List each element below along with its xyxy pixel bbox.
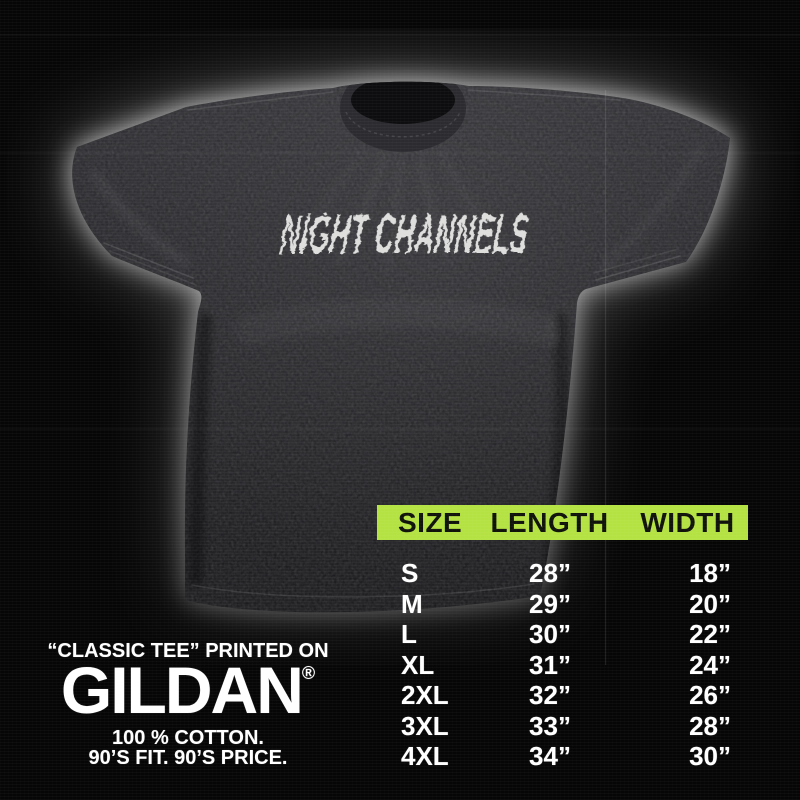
size-cell: 2XL — [401, 680, 449, 710]
length-cell: 32” — [529, 680, 571, 710]
collar-stitch — [345, 111, 461, 138]
header-length: LENGTH — [490, 506, 609, 538]
width-cell: 28” — [689, 710, 731, 741]
size-cell: XL — [401, 649, 435, 680]
length-cell: 33” — [529, 710, 571, 741]
gildan-brand-text: GILDAN — [60, 653, 304, 727]
bottom-hem-stitch — [191, 583, 535, 598]
size-chart-header: SIZE LENGTH WIDTH — [377, 505, 748, 540]
size-chart-rows: S 28” 18” M 29” 20” L 30” 22” XL 31” 24”… — [377, 558, 748, 772]
neck-opening — [351, 81, 455, 124]
sleeve-hem-right — [595, 255, 681, 281]
size-cell: 3XL — [401, 710, 449, 741]
material-text: 100 % COTTON. — [112, 727, 264, 749]
collar — [340, 81, 466, 152]
tagline-text: 90’S FIT. 90’S PRICE. — [88, 747, 288, 769]
printed-on-text: “CLASSIC TEE” PRINTED ON — [47, 640, 329, 662]
width-cell: 18” — [689, 558, 731, 588]
table-row: 2XL 32” 26” — [377, 680, 748, 711]
shoulder-seam-right — [467, 89, 621, 101]
table-row: L 30” 22” — [377, 619, 748, 650]
sleeve-hem-left — [103, 242, 194, 279]
table-row: S 28” 18” — [377, 558, 748, 589]
width-cell: 26” — [689, 680, 731, 710]
width-cell: 30” — [689, 741, 731, 771]
length-cell: 31” — [529, 649, 571, 680]
length-cell: 28” — [529, 558, 571, 588]
shirt-print-text: NIGHT CHANNELS — [278, 203, 532, 265]
width-cell: 20” — [689, 588, 731, 619]
header-width: WIDTH — [640, 506, 735, 538]
table-row: XL 31” 24” — [377, 650, 748, 681]
header-size: SIZE — [398, 506, 463, 538]
size-cell: S — [401, 558, 419, 588]
table-row: 4XL 34” 30” — [377, 741, 748, 772]
shoulder-seam-left — [187, 91, 334, 111]
width-cell: 24” — [689, 649, 731, 680]
scratch-artifact — [605, 90, 607, 665]
size-cell: L — [401, 619, 417, 649]
size-cell: 4XL — [401, 741, 449, 771]
table-row: 3XL 33” 28” — [377, 711, 748, 742]
gildan-wordmark: GILDAN® — [41, 657, 335, 723]
length-cell: 34” — [529, 741, 571, 771]
registered-trademark-mark: ® — [301, 663, 316, 683]
size-cell: M — [401, 588, 423, 619]
width-cell: 22” — [689, 619, 731, 649]
length-cell: 30” — [529, 619, 571, 649]
table-row: M 29” 20” — [377, 589, 748, 620]
length-cell: 29” — [529, 588, 571, 619]
